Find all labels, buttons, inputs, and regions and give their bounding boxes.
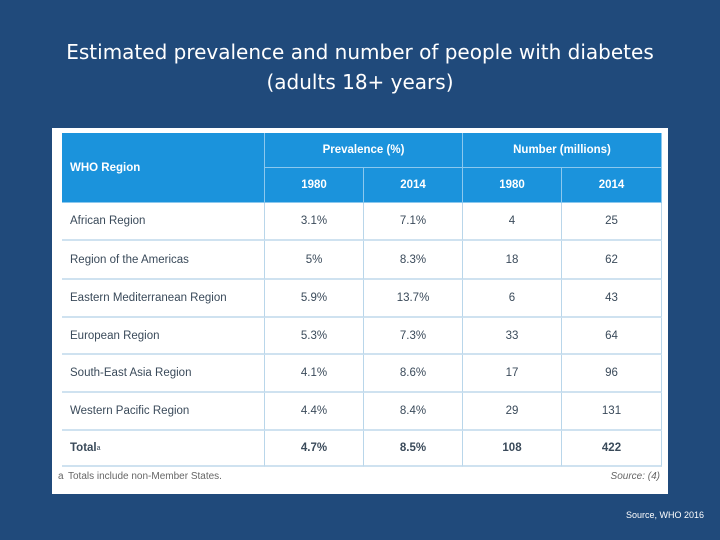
row-label: African Region — [62, 203, 265, 241]
row-label: Region of the Americas — [62, 241, 265, 280]
row-label: Eastern Mediterranean Region — [62, 280, 265, 318]
table-cell: 5% — [265, 241, 364, 280]
table-cell: 29 — [463, 393, 562, 431]
table-cell: 17 — [463, 355, 562, 393]
total-marker: a — [96, 444, 101, 452]
row-label: European Region — [62, 318, 265, 355]
header-group: Prevalence (%) — [265, 133, 463, 168]
title-line: (adults 18+ years) — [266, 70, 454, 94]
total-cell: 422 — [562, 431, 662, 467]
header-year: 1980 — [463, 168, 562, 203]
table-cell: 4.1% — [265, 355, 364, 393]
table-cell: 8.6% — [364, 355, 463, 393]
total-label: Total — [70, 442, 97, 454]
table-cell: 131 — [562, 393, 662, 431]
header-year: 2014 — [562, 168, 662, 203]
table-cell: 7.1% — [364, 203, 463, 241]
footnote-text: Totals include non-Member States. — [68, 471, 222, 482]
row-label: Western Pacific Region — [62, 393, 265, 431]
table-cell: 3.1% — [265, 203, 364, 241]
header-group: Number (millions) — [463, 133, 662, 168]
table-cell: 96 — [562, 355, 662, 393]
total-label-cell: Total a — [62, 431, 265, 467]
title-line: Estimated prevalence and number of peopl… — [66, 40, 654, 64]
table-cell: 6 — [463, 280, 562, 318]
header-region: WHO Region — [62, 133, 265, 203]
table-cell: 5.3% — [265, 318, 364, 355]
table-cell: 7.3% — [364, 318, 463, 355]
row-label: South-East Asia Region — [62, 355, 265, 393]
total-cell: 8.5% — [364, 431, 463, 467]
header-year: 1980 — [265, 168, 364, 203]
header-year: 2014 — [364, 168, 463, 203]
table-panel: WHO Region Prevalence (%) Number (millions… — [52, 128, 668, 494]
table-cell: 13.7% — [364, 280, 463, 318]
table-cell: 8.3% — [364, 241, 463, 280]
table-cell: 4 — [463, 203, 562, 241]
table-source: Source: (4) — [610, 471, 660, 482]
slide-source: Source, WHO 2016 — [625, 510, 704, 520]
table-cell: 4.4% — [265, 393, 364, 431]
table-cell: 25 — [562, 203, 662, 241]
table-cell: 64 — [562, 318, 662, 355]
table-cell: 62 — [562, 241, 662, 280]
total-cell: 4.7% — [265, 431, 364, 467]
table-cell: 5.9% — [265, 280, 364, 318]
table-cell: 33 — [463, 318, 562, 355]
table-cell: 43 — [562, 280, 662, 318]
table-cell: 18 — [463, 241, 562, 280]
table-cell: 8.4% — [364, 393, 463, 431]
footnote-marker: a — [58, 471, 64, 482]
total-cell: 108 — [463, 431, 562, 467]
